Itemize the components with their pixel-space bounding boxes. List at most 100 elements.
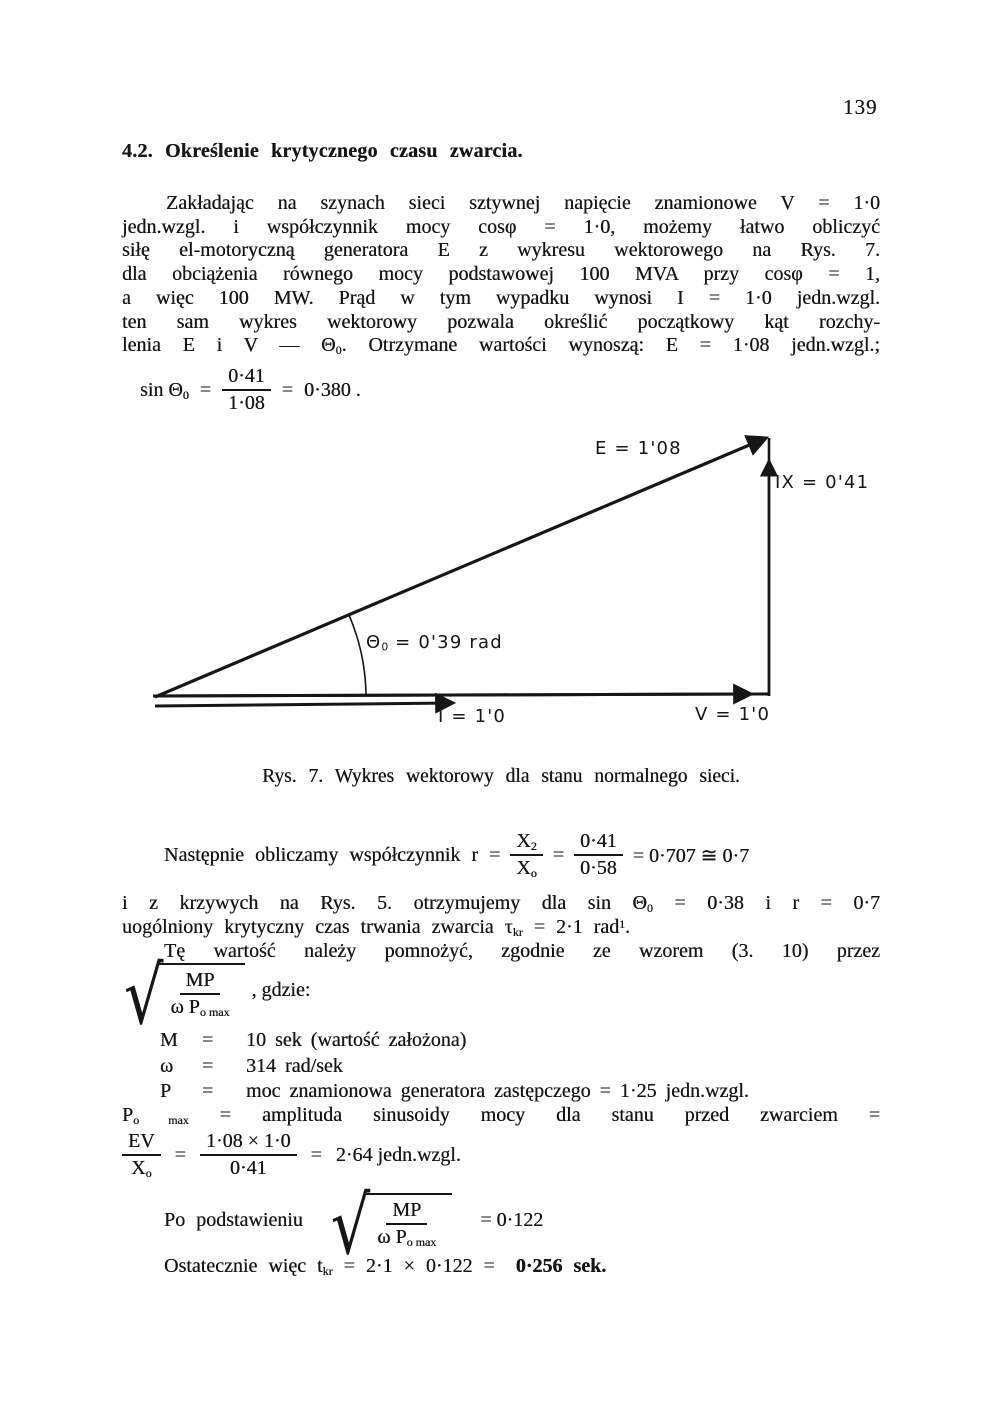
- fraction-denominator: Xo: [125, 1156, 157, 1180]
- pomax-symbol: Po max: [122, 1104, 189, 1126]
- paragraph-line: jedn.wzgl. i współczynnik mocy cosφ = 1·…: [122, 215, 880, 238]
- fraction-numerator: MP: [386, 1199, 428, 1225]
- theta-subscript: 0: [335, 343, 342, 358]
- definition-text: 10 sek (wartość założona): [246, 1029, 467, 1051]
- paragraph-line: i z krzywych na Rys. 5. otrzymujemy dla …: [122, 892, 880, 916]
- vector-diagram: E = 1'08 IX = 0'41 Θ0 = 0'39 rad I = 1'0…: [123, 425, 933, 745]
- x-symbol: X: [516, 857, 531, 879]
- equals-sign: =: [199, 378, 212, 401]
- paragraph-1: Zakładając na szynach sieci sztywnej nap…: [122, 192, 880, 358]
- x-symbol: X: [131, 1157, 146, 1179]
- definition-text: moc znamionowa generatora zastępczego = …: [246, 1080, 749, 1102]
- definition-row: M = 10 sek (wartość założona): [160, 1028, 749, 1054]
- final-result-line: Ostatecznie więc tkr = 2·1 × 0·122 = 0·2…: [164, 1255, 606, 1278]
- line-text: , gdzie:: [251, 979, 311, 1001]
- fraction-denominator: Xo: [510, 856, 542, 880]
- theta-subscript: 0: [381, 640, 389, 654]
- line-text: = 2·1 rad: [522, 915, 620, 938]
- line-text: = 0·38 i r = 0·7: [652, 892, 880, 914]
- substitution-line: Po podstawieniu √ MP ω Po max = 0·122: [164, 1186, 543, 1265]
- formula-result: 0·380 .: [304, 378, 361, 401]
- fraction-numerator: 1·08 × 1·0: [199, 1130, 297, 1156]
- fraction-denominator: 0·58: [580, 857, 617, 879]
- formula-lhs: sin Θ0: [140, 379, 189, 402]
- line-text: uogólniony krytyczny czas trwania zwarci…: [122, 915, 513, 938]
- paragraph-line: lenia E i V — Θ0. Otrzymane wartości wyn…: [122, 334, 880, 358]
- theta-subscript: 0: [646, 901, 653, 915]
- fraction: MP ω Po max: [165, 969, 236, 1019]
- paragraph-line: a więc 100 MW. Prąd w tym wypadku wynosi…: [122, 286, 880, 309]
- r-coefficient-line: Następnie obliczamy współczynnik r = X2 …: [164, 830, 749, 880]
- fraction-denominator: ω Po max: [165, 995, 236, 1019]
- tkr-subscript: kr: [322, 1264, 333, 1278]
- omega-p-symbol: ω P: [377, 1226, 407, 1248]
- xo-subscript: o: [145, 1166, 152, 1180]
- paragraph-3: i z krzywych na Rys. 5. otrzymujemy dla …: [122, 892, 880, 963]
- radicand: MP ω Po max: [365, 1193, 453, 1249]
- ix-vector-label: IX = 0'41: [775, 472, 870, 493]
- fraction: X2 Xo: [510, 830, 543, 880]
- vector-diagram-svg: [152, 435, 779, 714]
- pomax-subscript: o max: [406, 1235, 437, 1249]
- equals-sign: =: [202, 1054, 214, 1077]
- definition-list: M = 10 sek (wartość założona) ω = 314 rad/se…: [160, 1028, 749, 1105]
- footnote-mark: 1: [619, 917, 625, 931]
- fraction: MP ω Po max: [371, 1199, 442, 1249]
- equals-sign: =: [552, 843, 565, 866]
- tau-kr-subscript: kr: [512, 924, 523, 939]
- x2-subscript: 2: [530, 839, 537, 853]
- definition-text: 314 rad/sek: [246, 1054, 343, 1077]
- angle-arc: [348, 614, 367, 695]
- omega-p-symbol: ω P: [170, 996, 200, 1018]
- formula-result: = 0·707 ≅ 0·7: [632, 844, 750, 867]
- e-vector-line: [154, 435, 770, 699]
- equals-sign: =: [310, 1143, 322, 1166]
- p-symbol: P: [122, 1104, 134, 1126]
- pomax-definition-line: Po max = amplituda sinusoidy mocy dla st…: [122, 1104, 880, 1127]
- fraction-numerator: EV: [122, 1130, 161, 1156]
- fraction-denominator: 1·08: [228, 392, 265, 414]
- fraction: EV Xo: [122, 1130, 161, 1180]
- v-vector-label: V = 1'0: [695, 704, 771, 725]
- fraction-denominator: ω Po max: [371, 1225, 442, 1249]
- paragraph-line: ten sam wykres wektorowy pozwala określi…: [122, 310, 880, 333]
- definition-row: P = moc znamionowa generatora zastępczego …: [160, 1079, 749, 1105]
- radical-sign: √: [124, 948, 164, 1043]
- paragraph-line: Tę wartość należy pomnożyć, zgodnie ze w…: [164, 939, 880, 962]
- paragraph-line: siłę el-motoryczną generatora E z wykres…: [122, 239, 880, 262]
- fraction: 1·08 × 1·0 0·41: [199, 1130, 297, 1180]
- variable-symbol: M: [160, 1029, 178, 1051]
- fraction: 0·41 0·58: [574, 830, 623, 880]
- theta-subscript: 0: [182, 387, 189, 402]
- theta-angle-label: Θ0 = 0'39 rad: [366, 632, 503, 653]
- section-heading: 4.2. Określenie krytycznego czasu zwarci…: [122, 140, 523, 162]
- equals-sign: =: [281, 378, 294, 401]
- line-text: Ostatecznie więc t: [164, 1255, 323, 1277]
- page-number: 139: [843, 95, 878, 119]
- variable-symbol: P: [160, 1080, 172, 1102]
- formula-text: sin Θ: [140, 378, 183, 401]
- theta-symbol: Θ: [366, 632, 382, 653]
- square-root: √ MP ω Po max: [331, 1186, 453, 1265]
- theta-value: = 0'39 rad: [388, 632, 503, 653]
- xo-subscript: o: [530, 866, 537, 880]
- line-text: Po podstawieniu: [164, 1209, 303, 1231]
- equals-sign: =: [174, 1143, 186, 1166]
- radical-sign: √: [330, 1178, 371, 1273]
- line-text: = 2·1 × 0·122 =: [332, 1255, 495, 1277]
- fraction-numerator: X2: [510, 830, 543, 856]
- definition-row: ω = 314 rad/sek: [160, 1054, 749, 1080]
- square-root: √ MP ω Po max: [124, 956, 246, 1035]
- fraction-numerator: MP: [179, 969, 221, 995]
- radical-expression: √ MP ω Po max , gdzie:: [124, 956, 311, 1035]
- e-vector-label: E = 1'08: [595, 438, 682, 459]
- fraction-numerator: 0·41: [574, 830, 623, 856]
- formula-result: 2·64 jedn.wzgl.: [335, 1143, 461, 1166]
- paragraph-line: Zakładając na szynach sieci sztywnej nap…: [166, 192, 880, 214]
- paragraph-line: uogólniony krytyczny czas trwania zwarci…: [122, 916, 880, 940]
- fraction-numerator: 0·41: [222, 365, 271, 391]
- figure-caption: Rys. 7. Wykres wektorowy dla stanu norma…: [262, 766, 740, 787]
- definition-text: amplituda sinusoidy mocy dla stanu przed…: [262, 1104, 881, 1126]
- variable-symbol: ω: [160, 1054, 174, 1077]
